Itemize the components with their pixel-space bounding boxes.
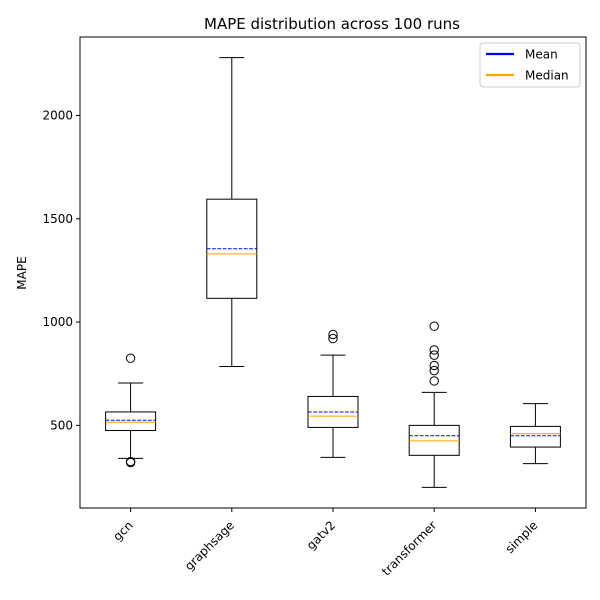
x-tick-label-graphsage: graphsage (182, 518, 237, 573)
legend-mean-label: Mean (525, 48, 558, 62)
x-tick-label-gcn: gcn (110, 518, 135, 543)
outlier-point-transformer (429, 376, 439, 386)
x-tick-label-simple: simple (503, 518, 541, 556)
box-gcn (105, 411, 157, 432)
y-tick-label: 1500 (42, 212, 73, 226)
outlier-point-transformer (429, 345, 439, 355)
outlier-point-gatv2 (328, 333, 338, 344)
x-tick-label-gatv2: gatv2 (304, 518, 338, 552)
outlier-point-gcn (125, 353, 136, 363)
legend: Mean Median (479, 42, 581, 88)
plot-frame (79, 36, 587, 509)
box-simple (509, 425, 561, 448)
x-tick-label-transformer: transformer (379, 518, 439, 578)
y-tick-label: 1000 (42, 315, 73, 329)
y-tick-label: 2000 (42, 109, 73, 123)
legend-median-label: Median (525, 69, 569, 83)
box-transformer (408, 424, 460, 456)
chart-title: MAPE distribution across 100 runs (204, 15, 460, 33)
outlier-point-gcn (125, 457, 136, 468)
y-tick-label: 500 (50, 418, 73, 432)
y-axis-label: MAPE (15, 256, 29, 289)
outlier-point-transformer (429, 365, 439, 376)
outlier-point-transformer (429, 360, 439, 371)
outlier-point-transformer (429, 350, 439, 360)
outlier-point-transformer (429, 321, 439, 331)
outlier-point-gatv2 (328, 329, 338, 340)
plot-area: 500 1000 1500 2000 gcn graphsage gatv2 transfor… (42, 57, 561, 578)
